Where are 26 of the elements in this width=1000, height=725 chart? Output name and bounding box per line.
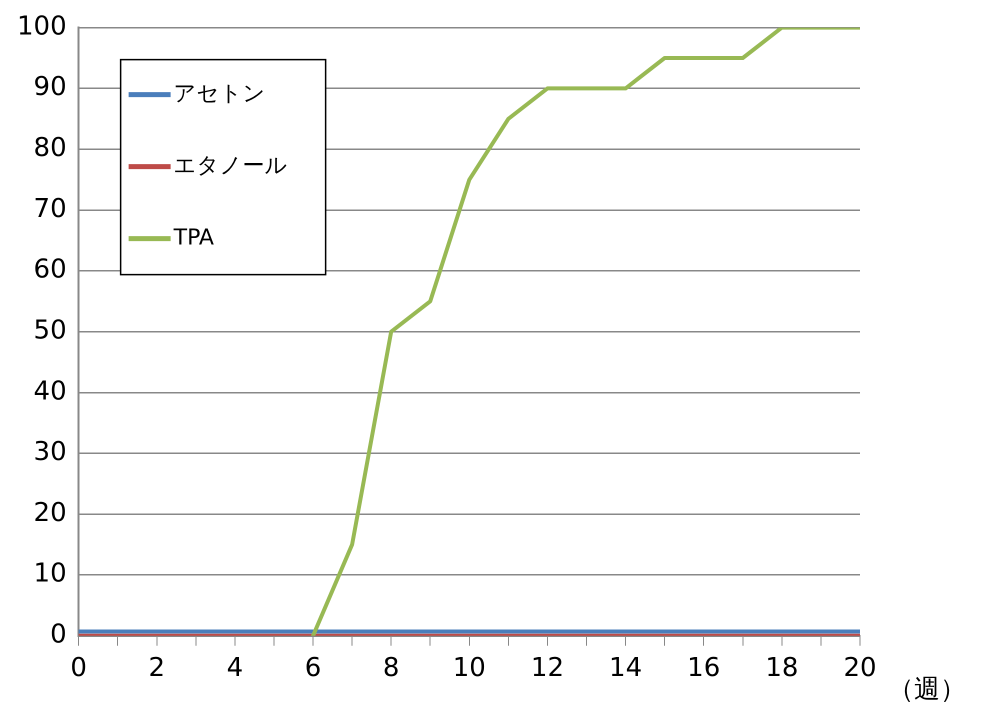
y-tick-label: 50 — [34, 315, 67, 346]
y-tick-label: 0 — [50, 620, 67, 650]
x-tick-label: 8 — [382, 653, 400, 684]
x-tick-label: 0 — [70, 653, 87, 684]
y-tick-label: 40 — [34, 376, 67, 406]
x-tick-label: 16 — [687, 653, 720, 684]
x-tick-label: 18 — [765, 653, 798, 684]
y-tick-label: 30 — [34, 437, 67, 468]
y-tick-label: 90 — [34, 72, 67, 102]
legend-label: TPA — [172, 225, 214, 250]
x-tick-label: 6 — [304, 653, 322, 684]
legend-label: アセトン — [174, 81, 266, 106]
y-tick-label: 70 — [34, 194, 67, 224]
x-axis-title: （週） — [888, 674, 966, 705]
legend-label: エタノール — [174, 153, 288, 178]
y-tick-label: 60 — [34, 254, 67, 285]
x-tick-label: 10 — [452, 653, 486, 684]
x-tick-label: 4 — [226, 653, 244, 684]
x-tick-label: 2 — [148, 653, 166, 684]
x-tick-label: 20 — [843, 653, 877, 684]
x-tick-label: 14 — [609, 653, 642, 684]
y-tick-label: 80 — [34, 132, 67, 163]
y-tick-label: 20 — [34, 498, 67, 528]
x-tick-label: 12 — [530, 653, 564, 684]
y-tick-label: 100 — [16, 11, 67, 42]
y-tick-label: 10 — [34, 558, 67, 589]
